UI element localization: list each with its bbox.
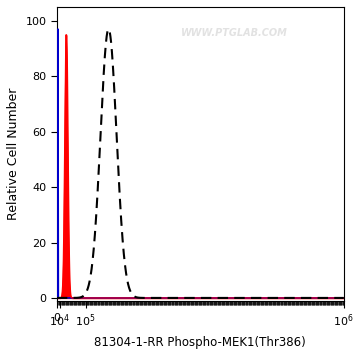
Y-axis label: Relative Cell Number: Relative Cell Number: [7, 88, 20, 220]
Text: WWW.PTGLAB.COM: WWW.PTGLAB.COM: [181, 27, 288, 37]
X-axis label: 81304-1-RR Phospho-MEK1(Thr386): 81304-1-RR Phospho-MEK1(Thr386): [95, 336, 306, 349]
